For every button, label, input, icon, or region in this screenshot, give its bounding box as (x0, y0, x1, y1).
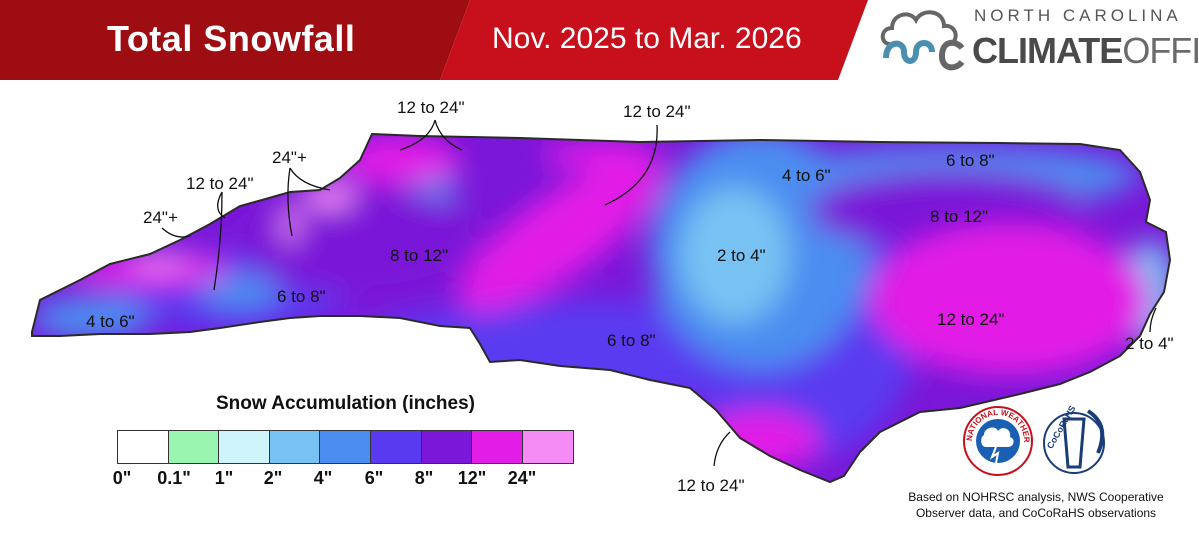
legend-title: Snow Accumulation (inches) (216, 393, 475, 414)
cocorahs-logo-icon: CoCoRaHS (1043, 405, 1105, 474)
map-label: 4 to 6" (782, 166, 831, 185)
logo-climate: CLIMATE (972, 30, 1123, 71)
map-label: 8 to 12" (930, 207, 989, 226)
map-label: 12 to 24" (186, 174, 254, 193)
map-label: 6 to 8" (946, 151, 995, 170)
date-range: Nov. 2025 to Mar. 2026 (492, 22, 802, 55)
legend-swatch (320, 431, 371, 463)
legend-tick: 2" (263, 468, 283, 488)
legend-color-bar (117, 430, 575, 464)
legend-tick: 4" (313, 468, 333, 488)
legend-tick: 6" (364, 468, 384, 488)
map-label: 12 to 24" (677, 476, 745, 495)
map-label: 6 to 8" (607, 331, 656, 350)
map-label: 6 to 8" (277, 287, 326, 306)
snowfall-map (31, 119, 1171, 483)
map-label: 2 to 4" (1125, 334, 1174, 353)
label-leader-lines (161, 119, 1157, 467)
map-label: 24"+ (143, 208, 178, 227)
header-background (0, 0, 868, 80)
legend-swatch (219, 431, 270, 463)
legend-tick: 24" (507, 468, 537, 488)
map-label: 4 to 6" (86, 312, 135, 331)
legend-tick: 0" (112, 468, 132, 488)
cloud-logo-icon (880, 10, 965, 71)
map-label: 12 to 24" (397, 98, 465, 117)
map-label: 12 to 24" (937, 310, 1005, 329)
logo-office-text: CLIMATEOFFICE (972, 30, 1199, 72)
data-source-note: Based on NOHRSC analysis, NWS Cooperativ… (908, 490, 1164, 520)
header-banner: Total Snowfall Nov. 2025 to Mar. 2026 NO… (0, 0, 1199, 80)
legend-swatch (522, 431, 574, 463)
logo-state-text: NORTH CAROLINA (974, 6, 1182, 25)
nws-logo-icon: NATIONAL WEATHER SERVICE (962, 405, 1033, 476)
nc-climate-office-logo: NORTH CAROLINA CLIMATEOFFICE (876, 4, 1199, 76)
legend-swatch (421, 431, 473, 463)
page-title: Total Snowfall (107, 18, 356, 59)
legend-swatch (269, 431, 321, 463)
legend-tick: 1" (214, 468, 234, 488)
legend-swatch (472, 431, 523, 463)
map-label: 2 to 4" (717, 246, 766, 265)
legend-tick: 0.1" (157, 468, 191, 488)
map-label: 12 to 24" (623, 102, 691, 121)
logo-office: OFFICE (1122, 30, 1199, 71)
map-label: 8 to 12" (390, 246, 449, 265)
map-label: 24"+ (272, 148, 307, 167)
legend-tick: 8" (414, 468, 434, 488)
legend-tick: 12" (457, 468, 487, 488)
legend-swatch (168, 431, 220, 463)
legend-swatch (118, 431, 169, 463)
legend-swatch (370, 431, 422, 463)
